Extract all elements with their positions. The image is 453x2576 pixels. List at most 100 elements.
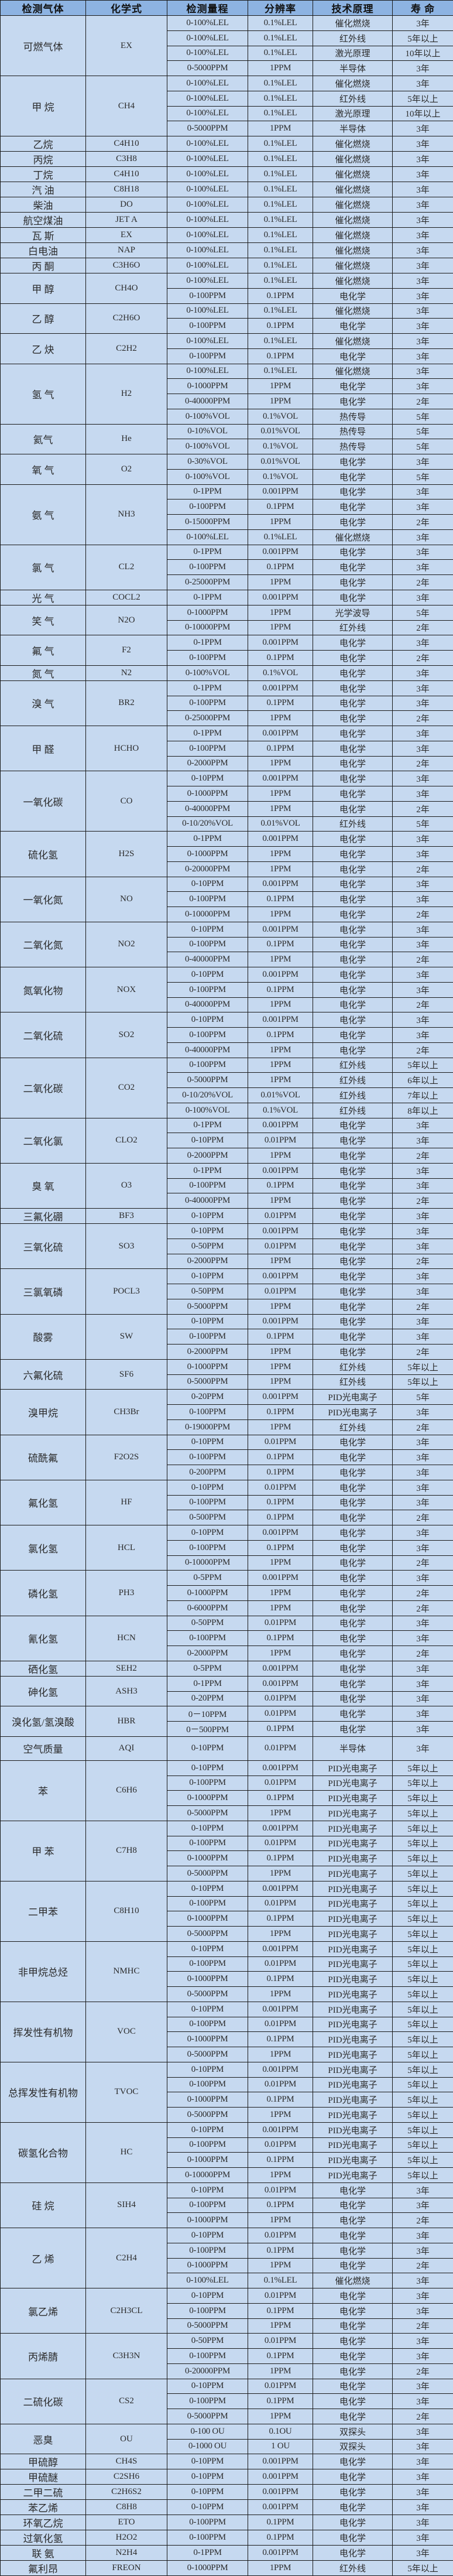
- formula-cell: C3H6O: [86, 258, 167, 273]
- formula-cell: CL2: [86, 545, 167, 590]
- resolution-cell: 0.01PPM: [248, 1133, 313, 1148]
- range-cell: 0-100%VOL: [167, 409, 248, 424]
- gas-name-cell: 甲 醛: [1, 726, 86, 771]
- lifetime-cell: 6年以上: [393, 1073, 453, 1088]
- range-cell: 0-1000PPM: [167, 847, 248, 862]
- technology-cell: 电化学: [313, 1028, 393, 1043]
- technology-cell: 电化学: [313, 1600, 393, 1616]
- resolution-cell: 0.1%LEL: [248, 334, 313, 349]
- resolution-cell: 0.1PPM: [248, 2349, 313, 2364]
- range-cell: 0-1000PPM: [167, 1791, 248, 1806]
- gas-name-cell: 六氟化硫: [1, 1359, 86, 1390]
- technology-cell: 电化学: [313, 1012, 393, 1028]
- range-cell: 0-2000PPM: [167, 1345, 248, 1360]
- technology-cell: PID光电离子: [313, 1821, 393, 1836]
- technology-cell: 催化燃烧: [313, 364, 393, 379]
- lifetime-cell: 3年: [393, 1314, 453, 1329]
- technology-cell: 电化学: [313, 2485, 393, 2500]
- technology-cell: 电化学: [313, 2349, 393, 2364]
- formula-cell: CH3Br: [86, 1390, 167, 1435]
- resolution-cell: 1PPM: [248, 2561, 313, 2576]
- lifetime-cell: 3年: [393, 635, 453, 651]
- range-cell: 0-40000PPM: [167, 1193, 248, 1209]
- range-cell: 0-10PPM: [167, 2062, 248, 2077]
- range-cell: 0-40000PPM: [167, 952, 248, 967]
- formula-cell: PH3: [86, 1571, 167, 1616]
- gas-name-cell: 苯: [1, 1760, 86, 1821]
- technology-cell: 催化燃烧: [313, 182, 393, 197]
- resolution-cell: 0.1%LEL: [248, 182, 313, 197]
- resolution-cell: 0.001PPM: [248, 1269, 313, 1284]
- resolution-cell: 0.001PPM: [248, 967, 313, 983]
- resolution-cell: 0.1PPM: [248, 937, 313, 952]
- lifetime-cell: 5年: [393, 605, 453, 620]
- lifetime-cell: 3年: [393, 741, 453, 756]
- technology-cell: 电化学: [313, 771, 393, 786]
- lifetime-cell: 3年: [393, 152, 453, 167]
- gas-name-cell: 碳氢化合物: [1, 2122, 86, 2182]
- range-cell: 0-1000PPM: [167, 1911, 248, 1927]
- range-cell: 0-100PPM: [167, 982, 248, 997]
- formula-cell: C3H8: [86, 152, 167, 167]
- resolution-cell: 0.01%VOL: [248, 816, 313, 832]
- lifetime-cell: 3年: [393, 1616, 453, 1631]
- technology-cell: PID光电离子: [313, 1927, 393, 1942]
- resolution-cell: 0.1PPM: [248, 982, 313, 997]
- gas-name-cell: 氨 气: [1, 484, 86, 545]
- resolution-cell: 0.001PPM: [248, 877, 313, 892]
- technology-cell: 红外线: [313, 2561, 393, 2576]
- technology-cell: 电化学: [313, 348, 393, 364]
- formula-cell: O2: [86, 454, 167, 485]
- resolution-cell: 0.01%VOL: [248, 454, 313, 470]
- gas-name-cell: 甲 苯: [1, 1821, 86, 1881]
- resolution-cell: 0.1%VOL: [248, 665, 313, 680]
- range-cell: 0-100PPM: [167, 2198, 248, 2213]
- range-cell: 0-5000PPM: [167, 2047, 248, 2062]
- lifetime-cell: 3年: [393, 2303, 453, 2318]
- formula-cell: AQI: [86, 1736, 167, 1760]
- resolution-cell: 0.001PPM: [248, 1661, 313, 1676]
- technology-cell: 电化学: [313, 1586, 393, 1601]
- gas-name-cell: 丙烷: [1, 152, 86, 167]
- range-cell: 0-100PPM: [167, 892, 248, 907]
- resolution-cell: 0.1PPM: [248, 1851, 313, 1866]
- range-cell: 0-10PPM: [167, 1821, 248, 1836]
- resolution-cell: 0.1%LEL: [248, 364, 313, 379]
- resolution-cell: 0.001PPM: [248, 1525, 313, 1541]
- formula-cell: HC: [86, 2122, 167, 2182]
- gas-name-cell: 恶臭: [1, 2424, 86, 2454]
- range-cell: 0-10PPM: [167, 2002, 248, 2017]
- lifetime-cell: 3年: [393, 2243, 453, 2258]
- technology-cell: 电化学: [313, 801, 393, 816]
- lifetime-cell: 2年: [393, 1299, 453, 1314]
- formula-cell: SO3: [86, 1224, 167, 1269]
- resolution-cell: 0.1PPM: [248, 2153, 313, 2168]
- technology-cell: 电化学: [313, 590, 393, 605]
- gas-name-cell: 二氧化硫: [1, 1012, 86, 1058]
- lifetime-cell: 2年: [393, 2409, 453, 2424]
- formula-cell: CO2: [86, 1058, 167, 1118]
- technology-cell: 双探头: [313, 2424, 393, 2439]
- lifetime-cell: 2年: [393, 1510, 453, 1525]
- gas-name-cell: 磷化氢: [1, 1571, 86, 1616]
- lifetime-cell: 3年: [393, 2485, 453, 2500]
- gas-name-cell: 氟利昂: [1, 2561, 86, 2576]
- range-cell: 0-10PPM: [167, 2182, 248, 2198]
- resolution-cell: 0.001PPM: [248, 590, 313, 605]
- technology-cell: 电化学: [313, 575, 393, 590]
- range-cell: 0-100%LEL: [167, 91, 248, 106]
- technology-cell: PID光电离子: [313, 1911, 393, 1927]
- lifetime-cell: 3年: [393, 847, 453, 862]
- lifetime-cell: 2年: [393, 515, 453, 530]
- resolution-cell: 0.001PPM: [248, 2002, 313, 2017]
